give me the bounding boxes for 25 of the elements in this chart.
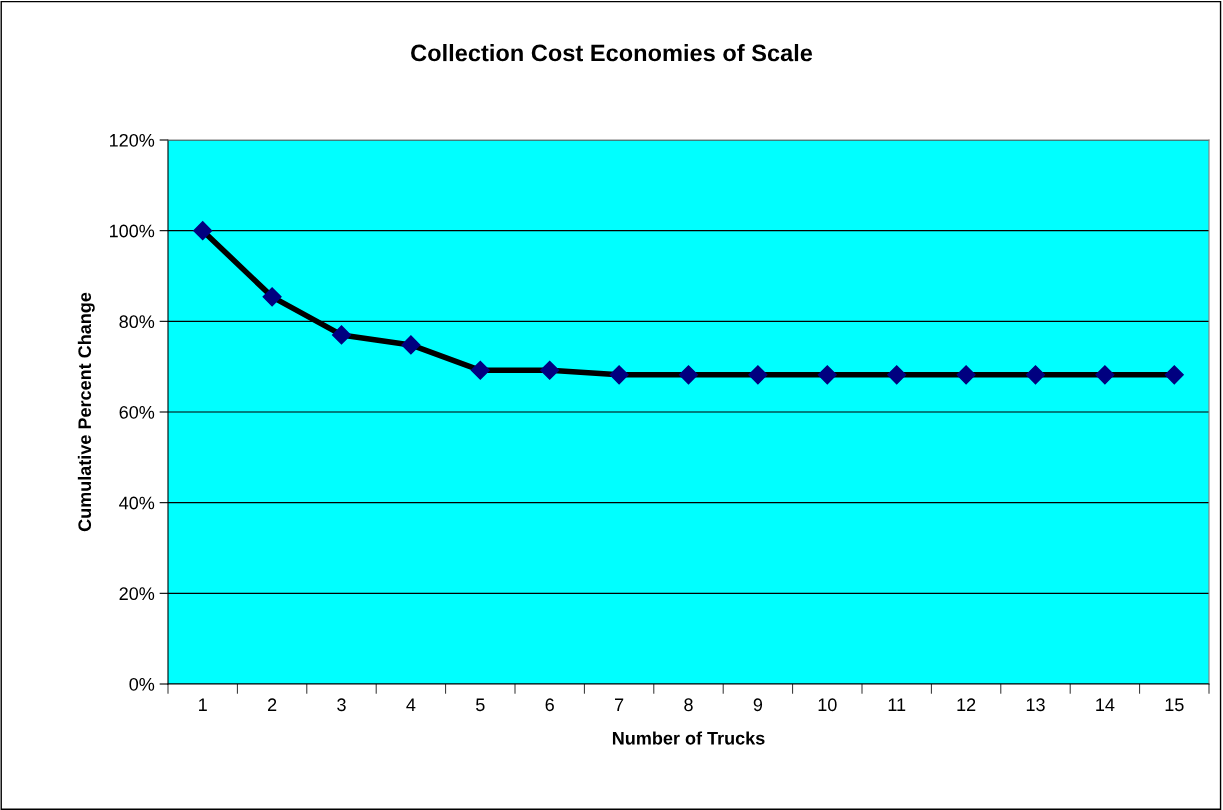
x-tick-label: 11 (888, 698, 906, 711)
x-tick-label: 5 (476, 698, 485, 712)
x-tick-label: 12 (957, 698, 976, 711)
x-tick-label: 14 (1096, 698, 1115, 711)
x-axis-title: Number of Trucks (612, 731, 765, 745)
x-tick-label: 9 (753, 698, 763, 712)
x-tick-label: 15 (1165, 698, 1184, 712)
x-tick-label: 8 (684, 698, 693, 712)
y-tick-label: 100% (110, 224, 155, 238)
y-tick-label: 120% (110, 133, 155, 147)
x-tick-label: 10 (818, 698, 837, 712)
x-tick-label: 7 (615, 698, 624, 711)
y-tick-label: 80% (119, 315, 155, 329)
y-tick-label: 20% (119, 587, 155, 601)
x-tick-label: 1 (199, 698, 207, 711)
x-tick-label: 3 (337, 698, 346, 712)
y-tick-label: 60% (119, 405, 155, 419)
x-tick-label: 13 (1026, 698, 1045, 712)
x-tick-label: 6 (545, 698, 554, 712)
y-axis-title: Cumulative Percent Change (77, 292, 95, 532)
x-tick-label: 2 (267, 698, 277, 711)
y-tick-label: 40% (119, 496, 155, 510)
y-tick-label: 0% (129, 677, 155, 691)
chart-title: Collection Cost Economies of Scale (411, 44, 813, 62)
x-tick-label: 4 (406, 698, 416, 711)
